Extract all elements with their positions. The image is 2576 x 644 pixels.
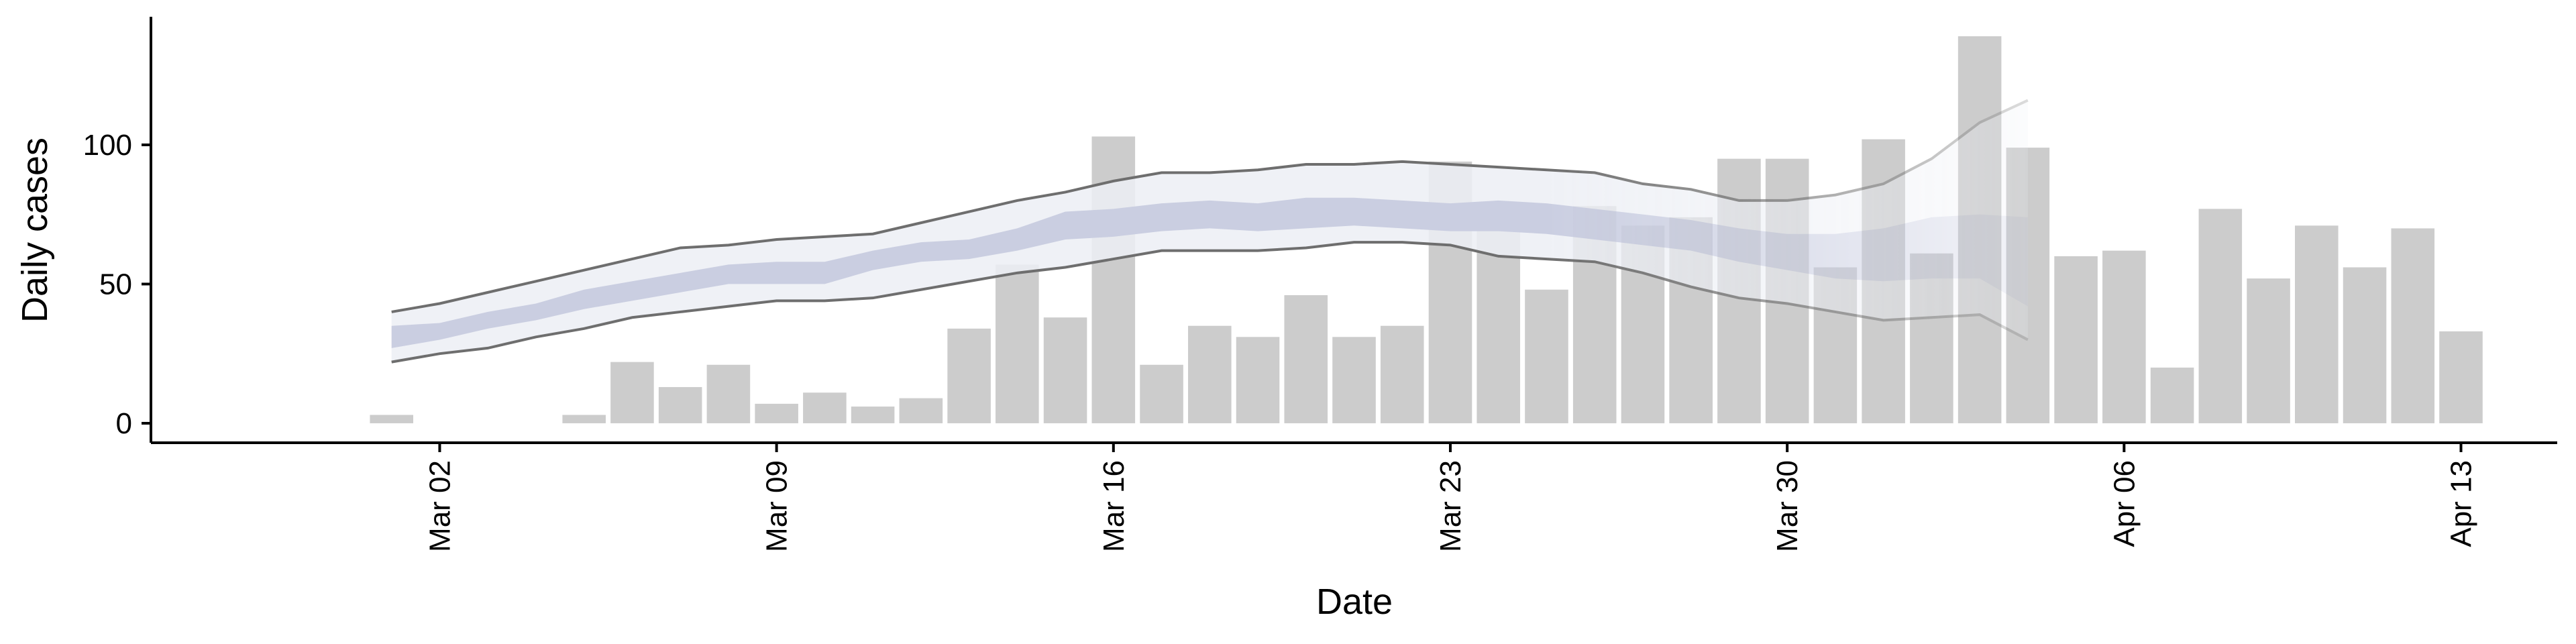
bar-2020-03-07 bbox=[658, 386, 702, 423]
bar-2020-03-21 bbox=[1332, 337, 1376, 423]
bar-2020-03-06 bbox=[610, 362, 654, 423]
x-tick-label-2020-03-30: Mar 30 bbox=[1771, 460, 1804, 552]
inner-band bbox=[391, 197, 2028, 348]
bar-2020-03-18 bbox=[1188, 325, 1232, 423]
x-axis-title: Date bbox=[1316, 582, 1393, 622]
bar-2020-03-19 bbox=[1236, 337, 1280, 423]
bar-2020-03-15 bbox=[1043, 317, 1087, 423]
bar-2020-03-13 bbox=[947, 328, 991, 423]
x-tick-label-2020-04-06: Apr 06 bbox=[2108, 460, 2141, 547]
y-axis-title: Daily cases bbox=[15, 138, 55, 323]
x-tick-label-2020-03-23: Mar 23 bbox=[1434, 460, 1467, 552]
x-tick-label-2020-03-16: Mar 16 bbox=[1097, 460, 1130, 552]
bar-2020-03-05 bbox=[562, 415, 606, 423]
bar-2020-04-11 bbox=[2343, 267, 2387, 423]
bar-2020-03-25 bbox=[1525, 289, 1568, 423]
bar-2020-03-24 bbox=[1477, 225, 1521, 423]
bar-2020-04-05 bbox=[2054, 256, 2098, 423]
bar-2020-04-10 bbox=[2295, 225, 2339, 423]
bar-2020-04-06 bbox=[2102, 250, 2146, 423]
bar-2020-03-14 bbox=[996, 264, 1039, 423]
bar-2020-03-08 bbox=[706, 364, 751, 423]
y-tick-label-100: 100 bbox=[83, 129, 132, 162]
bar-2020-03-12 bbox=[899, 398, 943, 423]
bar-2020-04-12 bbox=[2391, 228, 2435, 423]
bar-2020-04-07 bbox=[2150, 367, 2194, 423]
bands-layer bbox=[391, 99, 2029, 364]
outer-band bbox=[391, 100, 2028, 362]
bar-2020-04-09 bbox=[2247, 278, 2290, 423]
y-tick-label-0: 0 bbox=[116, 407, 132, 440]
bar-2020-03-01 bbox=[370, 415, 413, 423]
bar-2020-03-11 bbox=[851, 407, 895, 423]
x-tick-label-2020-03-02: Mar 02 bbox=[423, 460, 456, 552]
outer-band-lower-line bbox=[391, 241, 2029, 364]
bar-2020-04-08 bbox=[2198, 209, 2243, 423]
outer-band-upper-line bbox=[391, 99, 2029, 313]
bar-2020-03-22 bbox=[1380, 325, 1424, 423]
x-tick-label-2020-03-09: Mar 09 bbox=[761, 460, 794, 552]
bar-2020-03-09 bbox=[755, 403, 798, 423]
bar-2020-03-10 bbox=[803, 392, 847, 423]
axes-layer: 0 50 100 Mar 02 Mar 09 Mar 16 Mar 23 Mar 30 Apr … bbox=[83, 17, 2557, 552]
bar-2020-03-17 bbox=[1140, 364, 1183, 423]
bar-2020-04-13 bbox=[2439, 331, 2483, 423]
y-tick-label-50: 50 bbox=[99, 268, 132, 301]
x-tick-label-2020-04-13: Apr 13 bbox=[2445, 460, 2478, 547]
bar-2020-03-20 bbox=[1284, 295, 1328, 423]
